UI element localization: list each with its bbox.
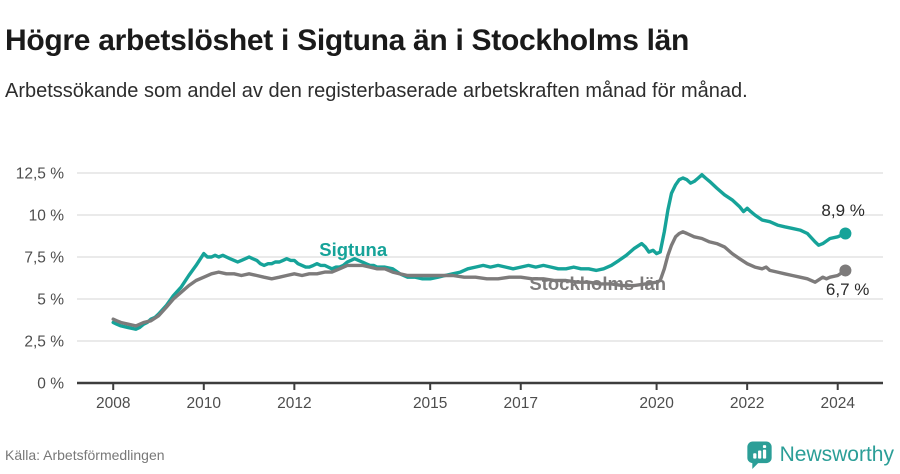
x-tick-label: 2024 <box>820 395 855 412</box>
series-label-sigtuna: Sigtuna <box>319 239 388 260</box>
end-value-label-stockholms-lan: 6,7 % <box>826 280 869 299</box>
end-value-label-sigtuna: 8,9 % <box>821 201 864 220</box>
gridlines <box>77 172 883 342</box>
x-tick-label: 2012 <box>277 395 311 412</box>
x-tick-label: 2022 <box>730 395 764 412</box>
x-tick-label: 2017 <box>504 395 538 412</box>
y-tick-label: 0 % <box>37 376 64 393</box>
y-tick-label: 5 % <box>37 292 64 309</box>
x-tick-label: 2008 <box>96 395 130 412</box>
chart-subtitle: Arbetssökande som andel av den registerb… <box>5 80 748 102</box>
end-dot-sigtuna <box>839 227 852 240</box>
x-tick-label: 2015 <box>413 395 447 412</box>
series-label-stockholms-lan: Stockholms län <box>529 273 666 294</box>
newsworthy-chart-icon <box>746 441 772 469</box>
x-tick-label: 2020 <box>639 395 674 412</box>
chart-title: Högre arbetslöshet i Sigtuna än i Stockh… <box>5 24 690 58</box>
x-axis: 2008 2010 2012 2015 2017 2020 2022 2024 <box>77 381 883 412</box>
y-tick-label: 2,5 % <box>24 334 64 351</box>
end-dot-stockholms-lan <box>839 264 852 277</box>
line-stockholms-lan <box>111 230 848 328</box>
y-tick-label: 12,5 % <box>16 166 64 183</box>
newsworthy-wordmark: Newsworthy <box>779 443 894 466</box>
y-tick-label: 7,5 % <box>24 250 64 267</box>
y-tick-label: 10 % <box>29 208 65 225</box>
line-sigtuna <box>111 172 848 331</box>
x-tick-label: 2010 <box>187 395 222 412</box>
newsworthy-logo: Newsworthy <box>746 440 894 470</box>
y-axis-labels: 0 % 2,5 % 5 % 7,5 % 10 % 12,5 % <box>16 166 64 393</box>
source-note: Källa: Arbetsförmedlingen <box>5 447 165 463</box>
